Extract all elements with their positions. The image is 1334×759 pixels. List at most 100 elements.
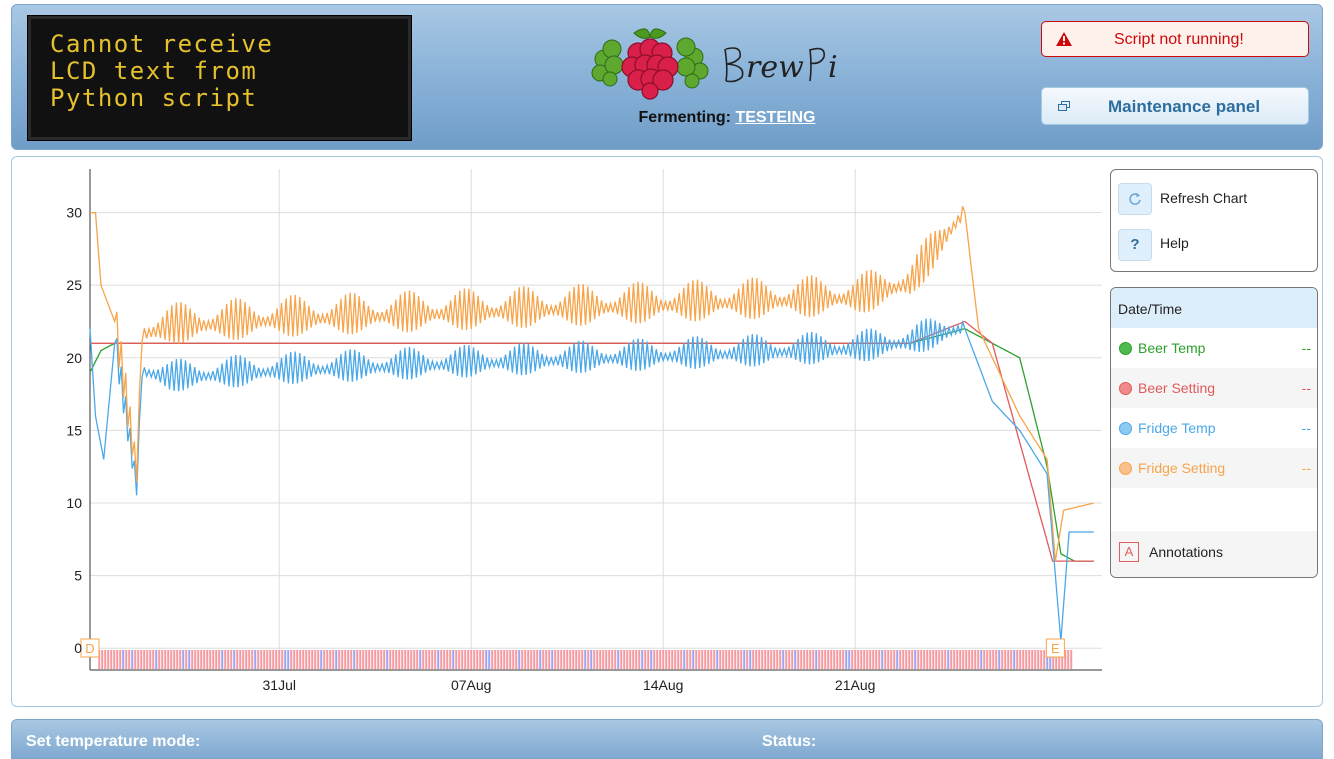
state-stripe-mark — [1025, 650, 1028, 669]
state-stripe-mark — [854, 650, 857, 669]
state-stripe-mark — [764, 650, 767, 669]
state-stripe-mark — [122, 650, 125, 669]
state-stripe-mark — [647, 650, 650, 669]
state-stripe-mark — [395, 650, 398, 669]
state-stripe-mark — [518, 650, 521, 669]
state-stripe-mark — [584, 650, 587, 669]
legend-item-fridge-setting[interactable]: Fridge Setting -- — [1111, 448, 1317, 488]
legend-item-label: Fridge Temp — [1138, 420, 1216, 436]
help-button[interactable]: ? — [1118, 229, 1152, 261]
legend-item-beer-setting[interactable]: Beer Setting -- — [1111, 368, 1317, 408]
script-status-alert[interactable]: Script not running! — [1041, 21, 1309, 57]
beer-name-link[interactable]: TESTEING — [735, 109, 816, 126]
state-stripe-mark — [872, 650, 875, 669]
state-stripe-mark — [371, 650, 374, 669]
state-stripe-mark — [575, 650, 578, 669]
state-stripe-mark — [710, 650, 713, 669]
legend-item-value: -- — [1301, 340, 1311, 356]
fermenting-prefix: Fermenting: — [638, 109, 731, 126]
state-stripe-mark — [887, 650, 890, 669]
state-stripe-mark — [359, 650, 362, 669]
state-stripe-mark — [860, 650, 863, 669]
state-stripe-mark — [269, 650, 272, 669]
state-stripe-mark — [674, 650, 677, 669]
state-stripe-mark — [695, 650, 698, 669]
legend-item-value: -- — [1301, 380, 1311, 396]
state-stripe-mark — [614, 650, 617, 669]
state-stripe-mark — [467, 650, 470, 669]
state-stripe-mark — [212, 650, 215, 669]
state-stripe-mark — [779, 650, 782, 669]
state-stripe-mark — [824, 650, 827, 669]
state-stripe-mark — [494, 650, 497, 669]
refresh-chart-button[interactable] — [1118, 183, 1152, 215]
state-stripe-mark — [782, 650, 785, 669]
script-status-text: Script not running! — [1114, 31, 1244, 48]
state-stripe-mark — [971, 650, 974, 669]
state-stripe-mark — [284, 650, 287, 669]
refresh-chart-label[interactable]: Refresh Chart — [1160, 190, 1248, 206]
state-stripe-mark — [230, 650, 233, 669]
state-stripe-mark — [686, 650, 689, 669]
state-stripe-mark — [248, 650, 251, 669]
legend-item-value: -- — [1301, 460, 1311, 476]
state-stripe-mark — [620, 650, 623, 669]
state-stripe-mark — [599, 650, 602, 669]
state-stripe-mark — [485, 650, 488, 669]
state-stripe-mark — [698, 650, 701, 669]
state-stripe-mark — [470, 650, 473, 669]
legend-item-fridge-temp[interactable]: Fridge Temp -- — [1111, 408, 1317, 448]
state-stripe-mark — [440, 650, 443, 669]
state-stripe-mark — [869, 650, 872, 669]
state-stripe-mark — [287, 650, 290, 669]
maintenance-panel-button[interactable]: Maintenance panel — [1041, 87, 1309, 125]
lcd-display: Cannot receive LCD text from Python scri… — [27, 15, 412, 141]
state-stripe-mark — [320, 650, 323, 669]
state-stripe-mark — [833, 650, 836, 669]
state-stripe-mark — [956, 650, 959, 669]
lcd-line-2: LCD text from — [50, 57, 258, 85]
annotation-marker[interactable]: D — [80, 638, 100, 658]
state-stripe-mark — [935, 650, 938, 669]
state-stripe-mark — [146, 650, 149, 669]
state-stripe-mark — [1031, 650, 1034, 669]
state-stripe-mark — [749, 650, 752, 669]
legend-dot-icon — [1119, 382, 1132, 395]
state-stripe-mark — [125, 650, 128, 669]
state-stripe-mark — [362, 650, 365, 669]
state-stripe-mark — [866, 650, 869, 669]
state-stripe-mark — [209, 650, 212, 669]
state-stripe-mark — [350, 650, 353, 669]
state-stripe-mark — [521, 650, 524, 669]
state-stripe-mark — [302, 650, 305, 669]
state-stripe-mark — [839, 650, 842, 669]
annotation-marker[interactable]: E — [1045, 638, 1065, 658]
legend-item-beer-temp[interactable]: Beer Temp -- — [1111, 328, 1317, 368]
state-stripe-mark — [953, 650, 956, 669]
state-stripe-mark — [311, 650, 314, 669]
help-label[interactable]: Help — [1160, 235, 1189, 251]
state-stripe-mark — [851, 650, 854, 669]
state-stripe-mark — [713, 650, 716, 669]
state-stripe-mark — [974, 650, 977, 669]
y-tick-label: 25 — [66, 277, 82, 293]
state-stripe-mark — [446, 650, 449, 669]
state-stripe-mark — [803, 650, 806, 669]
state-stripe-mark — [155, 650, 158, 669]
state-stripe-mark — [242, 650, 245, 669]
state-stripe-mark — [656, 650, 659, 669]
state-stripe-mark — [293, 650, 296, 669]
state-stripe-mark — [758, 650, 761, 669]
state-stripe-mark — [137, 650, 140, 669]
state-stripe-mark — [1052, 650, 1055, 669]
state-stripe-mark — [908, 650, 911, 669]
state-stripe-mark — [659, 650, 662, 669]
state-stripe-mark — [299, 650, 302, 669]
legend-annotations-toggle[interactable]: A Annotations — [1111, 531, 1317, 577]
state-stripe-mark — [941, 650, 944, 669]
state-stripe-mark — [605, 650, 608, 669]
state-stripe-mark — [473, 650, 476, 669]
state-stripe-mark — [353, 650, 356, 669]
state-stripe-mark — [545, 650, 548, 669]
